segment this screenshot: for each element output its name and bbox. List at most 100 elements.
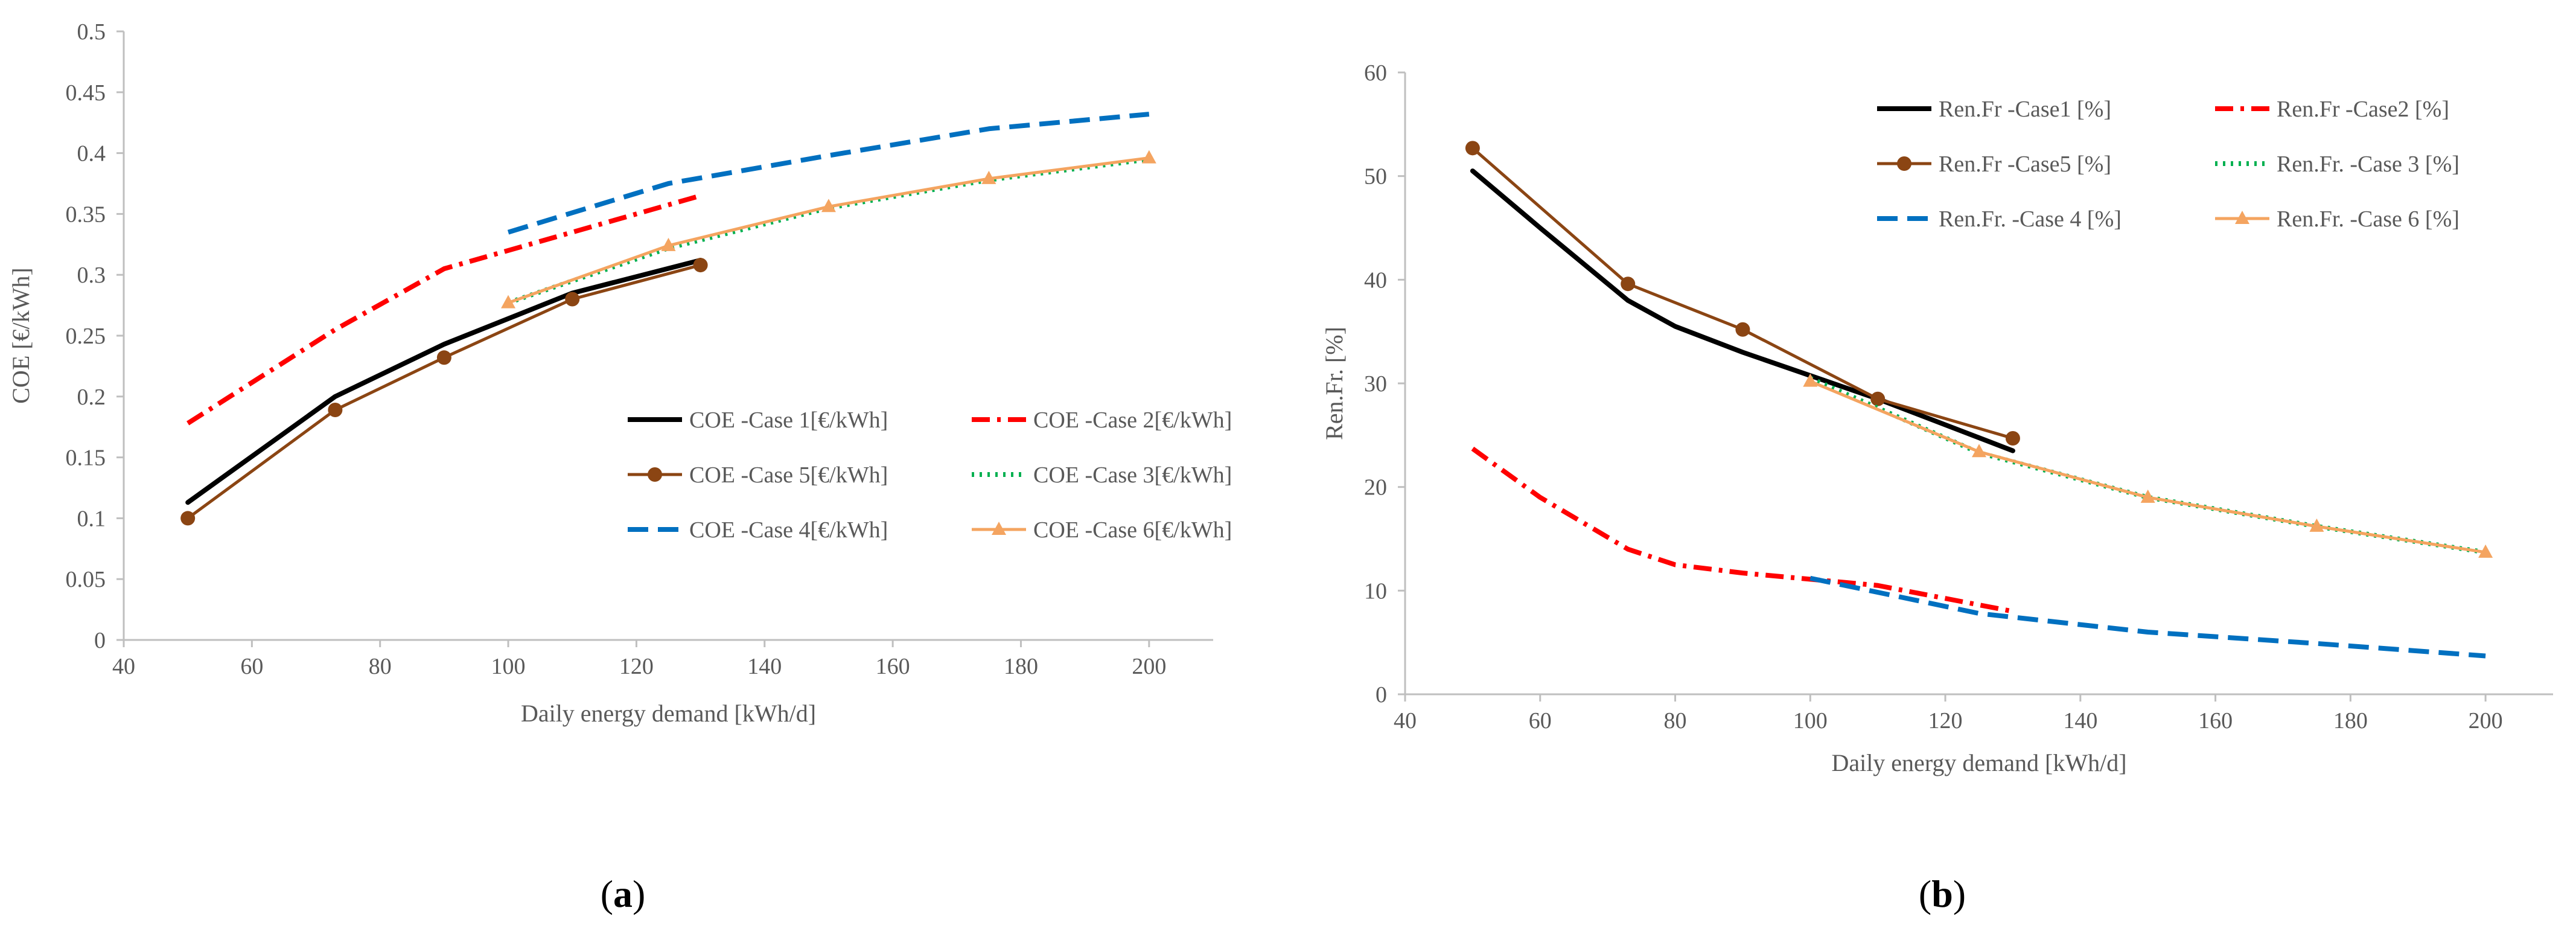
data-point-b-3: [1621, 277, 1636, 292]
data-point-b-6: [2478, 544, 2493, 558]
legend-item-b-3: Ren.Fr -Case5 [%]: [1877, 152, 2111, 177]
x-tick-label-a: 80: [369, 654, 392, 679]
series-line-b-1: [1470, 168, 2015, 453]
series-b-5: [1809, 575, 2486, 659]
legend-marker-b-3: [1897, 156, 1911, 171]
legend-label-a-6: COE -Case 6[€/kWh]: [1033, 517, 1232, 543]
y-tick-label-b: 10: [1364, 578, 1387, 604]
legend-label-b-3: Ren.Fr -Case5 [%]: [1939, 152, 2111, 177]
x-tick-label-b: 160: [2198, 708, 2233, 734]
legend-item-a-3: COE -Case 5[€/kWh]: [628, 462, 888, 488]
series-a-2: [187, 193, 701, 426]
y-tick-label-a: 0.3: [77, 263, 106, 288]
x-tick-label-a: 40: [112, 654, 135, 679]
x-tick-label-b: 120: [1928, 708, 1963, 734]
legend-label-b-5: Ren.Fr. -Case 4 [%]: [1939, 206, 2122, 232]
legend-label-a-1: COE -Case 1[€/kWh]: [689, 408, 888, 433]
series-b-3: [1465, 141, 2020, 446]
y-tick-label-b: 20: [1364, 475, 1387, 500]
series-b-2: [1471, 446, 2013, 614]
data-point-a-6: [981, 170, 996, 184]
series-line-a-5: [507, 112, 1150, 235]
series-line-a-4: [507, 156, 1150, 305]
y-axis-title-b: Ren.Fr. [%]: [1321, 327, 1348, 440]
series-line-b-4: [1809, 376, 2486, 555]
y-tick-label-b: 30: [1364, 371, 1387, 397]
y-tick-label-b: 0: [1376, 682, 1387, 708]
data-point-b-6: [1803, 373, 1818, 387]
data-point-a-3: [436, 350, 451, 365]
y-axis-title-a: COE [€/kWh]: [7, 267, 34, 404]
x-tick-label-a: 140: [747, 654, 782, 679]
y-tick-label-a: 0.2: [77, 385, 106, 410]
series-line-a-6: [506, 156, 1151, 305]
legend-label-b-4: Ren.Fr. -Case 3 [%]: [2277, 152, 2460, 177]
data-point-b-3: [1735, 322, 1750, 337]
x-tick-label-a: 200: [1132, 654, 1166, 679]
y-tick-label-a: 0.05: [66, 567, 106, 592]
series-b-6: [1803, 373, 2493, 558]
y-tick-label-a: 0.1: [77, 506, 106, 531]
legend-label-b-1: Ren.Fr -Case1 [%]: [1939, 97, 2111, 122]
legend-item-a-5: COE -Case 4[€/kWh]: [628, 517, 888, 543]
x-axis-title-a: Daily energy demand [kWh/d]: [521, 700, 816, 727]
series-line-b-2: [1471, 446, 2013, 614]
y-tick-label-b: 60: [1364, 60, 1387, 86]
data-point-a-6: [661, 237, 676, 251]
legend-item-b-2: Ren.Fr -Case2 [%]: [2215, 97, 2449, 122]
legend-a: COE -Case 1[€/kWh] COE -Case 2[€/kWh] COE …: [628, 408, 1232, 543]
chart-a-coe: 40 60 80 100 120 140 160 180 200 0 0.05 0.1 0.15 0.2 0…: [7, 19, 1232, 727]
legend-marker-a-3: [648, 467, 662, 482]
y-tick-label-a: 0: [94, 628, 106, 653]
legend-label-a-4: COE -Case 3[€/kWh]: [1033, 462, 1232, 488]
legend-marker-b-6: [2235, 211, 2249, 224]
x-tick-label-a: 120: [619, 654, 654, 679]
x-tick-label-a: 100: [491, 654, 526, 679]
series-b-4: [1809, 376, 2486, 555]
legend-item-b-6: Ren.Fr. -Case 6 [%]: [2215, 206, 2460, 232]
series-line-a-2: [187, 193, 701, 426]
legend-label-a-5: COE -Case 4[€/kWh]: [689, 517, 888, 543]
series-line-a-1: [185, 258, 703, 505]
series-a-4: [507, 156, 1150, 305]
series-b-1: [1470, 168, 2015, 453]
data-point-b-6: [2140, 489, 2155, 503]
x-axis-title-b: Daily energy demand [kWh/d]: [1831, 749, 2126, 776]
y-tick-label-a: 0.45: [66, 80, 106, 106]
data-point-b-3: [1870, 391, 1886, 406]
data-point-a-3: [328, 402, 343, 417]
data-point-b-6: [2309, 518, 2324, 532]
x-tick-label-b: 60: [1529, 708, 1552, 734]
legend-b: Ren.Fr -Case1 [%] Ren.Fr -Case2 [%] Ren.Fr…: [1877, 97, 2460, 232]
data-point-a-6: [821, 199, 836, 213]
legend-item-b-1: Ren.Fr -Case1 [%]: [1877, 97, 2111, 122]
legend-item-a-6: COE -Case 6[€/kWh]: [972, 517, 1232, 543]
legend-item-a-1: COE -Case 1[€/kWh]: [628, 408, 888, 433]
legend-label-a-2: COE -Case 2[€/kWh]: [1033, 408, 1232, 433]
x-tick-label-b: 180: [2333, 708, 2368, 734]
series-a-6: [501, 150, 1156, 309]
series-line-b-5: [1809, 575, 2486, 659]
legend-marker-a-6: [992, 522, 1006, 535]
y-tick-label-a: 0.35: [66, 202, 106, 227]
x-tick-label-a: 160: [876, 654, 910, 679]
y-tick-label-b: 50: [1364, 164, 1387, 190]
y-tick-label-a: 0.15: [66, 446, 106, 471]
x-tick-label-a: 180: [1004, 654, 1038, 679]
data-point-a-6: [1141, 150, 1156, 164]
legend-label-b-6: Ren.Fr. -Case 6 [%]: [2277, 206, 2460, 232]
x-tick-label-b: 80: [1664, 708, 1687, 734]
legend-label-a-3: COE -Case 5[€/kWh]: [689, 462, 888, 488]
series-a-1: [185, 258, 703, 505]
series-a-5: [507, 112, 1150, 235]
x-tick-label-a: 60: [240, 654, 263, 679]
data-point-b-3: [1465, 141, 1480, 156]
series-line-a-3: [186, 263, 703, 520]
data-point-a-3: [565, 292, 580, 307]
legend-item-a-4: COE -Case 3[€/kWh]: [972, 462, 1232, 488]
data-point-a-3: [693, 258, 708, 273]
panel-label-b: (b): [1919, 872, 1966, 915]
y-tick-label-b: 40: [1364, 267, 1387, 293]
x-tick-label-b: 140: [2063, 708, 2097, 734]
